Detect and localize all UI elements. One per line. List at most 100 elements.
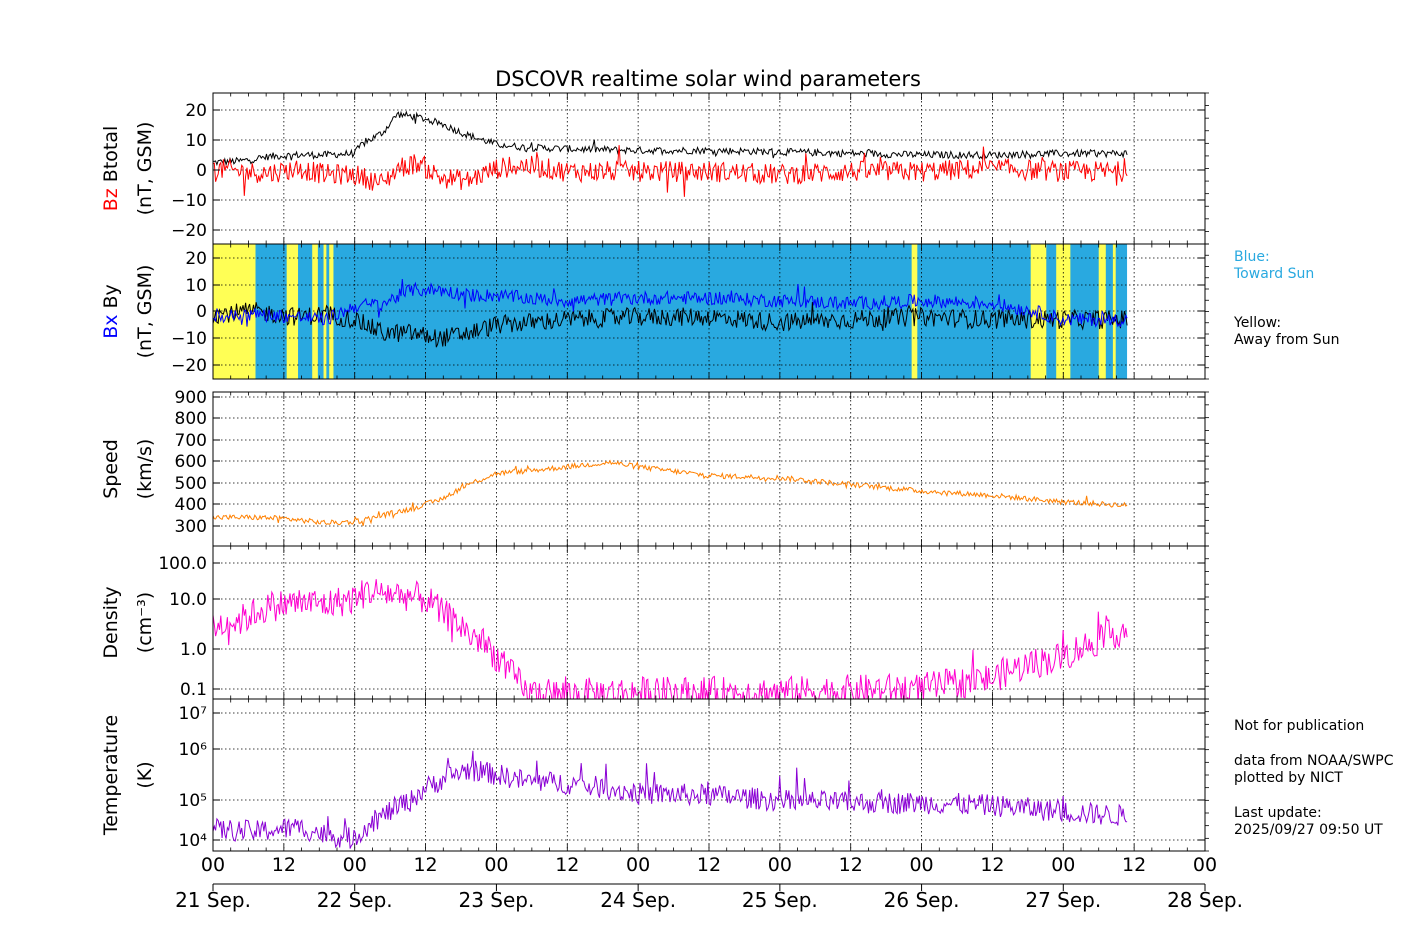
- y-tick-label: 20: [185, 101, 207, 121]
- note-plotted-by: plotted by NICT: [1234, 770, 1343, 786]
- minor-ticks: [212, 546, 1206, 699]
- sector-away-from-sun: [312, 244, 318, 379]
- minor-ticks: [212, 93, 1206, 244]
- x-date-label: 27 Sep.: [1025, 888, 1101, 912]
- minor-ticks: [212, 699, 1206, 851]
- panel-temperature: 10⁷ 10⁶ 10⁵ 10⁴ Temperature (K): [100, 698, 1209, 852]
- legend-toward-line2: Toward Sun: [1233, 266, 1314, 282]
- x-hour-tick-label: 12: [555, 854, 579, 876]
- y-tick-label: 0: [196, 161, 207, 181]
- x-hour-tick-label: 12: [272, 854, 296, 876]
- x-hour-tick-label: 00: [343, 854, 367, 876]
- grid-lines: [212, 93, 1206, 244]
- y-axis-label: Speed (km/s): [100, 439, 156, 500]
- x-hour-tick-label: 00: [626, 854, 650, 876]
- y-label-main: Bx By: [100, 284, 122, 339]
- sector-legend: Blue: Toward Sun Yellow: Away from Sun: [1233, 249, 1339, 348]
- chart-title: DSCOVR realtime solar wind parameters: [495, 67, 921, 91]
- y-tick-label: 400: [175, 495, 207, 515]
- y-label-units: (cm⁻³): [134, 592, 156, 653]
- y-tick-label: 800: [175, 409, 207, 429]
- y-axis-label: Density (cm⁻³): [100, 586, 156, 658]
- y-label-colored: Bx: [100, 308, 122, 338]
- legend-toward-line1: Blue:: [1234, 249, 1270, 265]
- series-temperature: [213, 750, 1128, 849]
- y-tick-label: 0: [196, 302, 207, 322]
- note-last-update-label: Last update:: [1234, 805, 1322, 821]
- sector-toward-sun: [213, 244, 1128, 379]
- note-last-update-time: 2025/09/27 09:50 UT: [1234, 822, 1383, 838]
- sector-away-from-sun: [1112, 244, 1116, 379]
- x-date-label: 22 Sep.: [317, 888, 393, 912]
- plot-notes: Not for publication data from NOAA/SWPC …: [1234, 718, 1394, 838]
- x-hour-ticks: 00 12 00 12 00 12 00 12 00 12 00 12 00 12 00: [201, 854, 1217, 885]
- y-tick-label: 10⁷: [179, 704, 208, 724]
- x-date-label: 26 Sep.: [884, 888, 960, 912]
- y-label-main: Speed: [100, 439, 122, 499]
- y-tick-label: 0.1: [180, 680, 207, 700]
- y-tick-label: 100.0: [158, 554, 207, 574]
- panel-density: 100.0 10.0 1.0 0.1 Density (cm⁻³): [100, 545, 1209, 700]
- y-tick-label: 10⁴: [179, 831, 208, 851]
- x-hour-tick-label: 00: [484, 854, 508, 876]
- y-tick-label: −20: [171, 221, 207, 241]
- grid-lines: [212, 699, 1206, 851]
- grid-lines: [212, 546, 1206, 699]
- x-hour-tick-label: 00: [768, 854, 792, 876]
- series-bx: [213, 279, 1128, 328]
- y-tick-label: 700: [175, 431, 207, 451]
- x-date-label: 23 Sep.: [458, 888, 534, 912]
- y-axis: 20 10 0 −10 −20: [171, 243, 1209, 380]
- y-label-name: Btotal: [100, 126, 122, 182]
- y-label-units: (nT, GSM): [134, 122, 156, 216]
- y-tick-label: 300: [175, 517, 207, 537]
- y-tick-label: 600: [175, 452, 207, 472]
- note-data-source: data from NOAA/SWPC: [1234, 753, 1394, 769]
- x-hour-tick-label: 12: [697, 854, 721, 876]
- sector-away-from-sun: [1030, 244, 1047, 379]
- x-hour-tick-label: 12: [839, 854, 863, 876]
- y-tick-label: −20: [171, 356, 207, 376]
- y-tick-label: 10: [185, 131, 207, 151]
- panels: 20 10 0 −10 −20 Bz Btotal (nT, GSM) 20 10 0 −10 −20…: [100, 92, 1209, 852]
- y-tick-label: 10: [185, 276, 207, 296]
- minor-ticks: [212, 244, 1206, 379]
- y-tick-label: 1.0: [180, 640, 207, 660]
- imf-sector-shading: [213, 244, 1128, 379]
- sector-away-from-sun: [911, 244, 918, 379]
- series-density: [213, 579, 1128, 699]
- x-hour-tick-label: 12: [413, 854, 437, 876]
- series-by: [213, 301, 1128, 348]
- x-hour-tick-label: 00: [1051, 854, 1075, 876]
- y-tick-label: 900: [175, 388, 207, 408]
- x-hour-tick-label: 12: [980, 854, 1004, 876]
- legend-away-line2: Away from Sun: [1234, 332, 1339, 348]
- y-label-units: (km/s): [134, 439, 156, 500]
- minor-ticks: [212, 392, 1206, 546]
- x-hour-tick-label: 12: [1122, 854, 1146, 876]
- y-tick-label: 10⁶: [179, 740, 208, 760]
- x-hour-tick-label: 00: [1193, 854, 1217, 876]
- x-date-label: 21 Sep.: [175, 888, 251, 912]
- y-tick-label: 10.0: [169, 590, 207, 610]
- sector-away-from-sun: [286, 244, 299, 379]
- y-axis-label: Bz Btotal (nT, GSM): [100, 122, 156, 216]
- y-axis-label: Bx By (nT, GSM): [100, 265, 156, 359]
- panel-bfield: 20 10 0 −10 −20 Bz Btotal (nT, GSM): [100, 92, 1209, 245]
- y-label-colored: Bz: [100, 182, 122, 211]
- y-tick-label: 20: [185, 249, 207, 269]
- x-hour-tick-label: 00: [201, 854, 225, 876]
- y-label-main: Density: [100, 586, 122, 658]
- panel-bxy: 20 10 0 −10 −20 Bx By (nT, GSM): [100, 243, 1209, 380]
- y-axis: 10⁷ 10⁶ 10⁵ 10⁴: [179, 698, 1209, 852]
- legend-away-line1: Yellow:: [1233, 315, 1281, 331]
- note-not-for-publication: Not for publication: [1234, 718, 1364, 734]
- y-label-name: By: [100, 284, 122, 308]
- y-axis-label: Temperature (K): [100, 715, 156, 836]
- y-label-main: Bz Btotal: [100, 126, 122, 212]
- sector-away-from-sun: [1056, 244, 1071, 379]
- x-date-labels: 21 Sep. 22 Sep. 23 Sep. 24 Sep. 25 Sep. 26 Se…: [175, 884, 1243, 912]
- y-label-units: (nT, GSM): [134, 265, 156, 359]
